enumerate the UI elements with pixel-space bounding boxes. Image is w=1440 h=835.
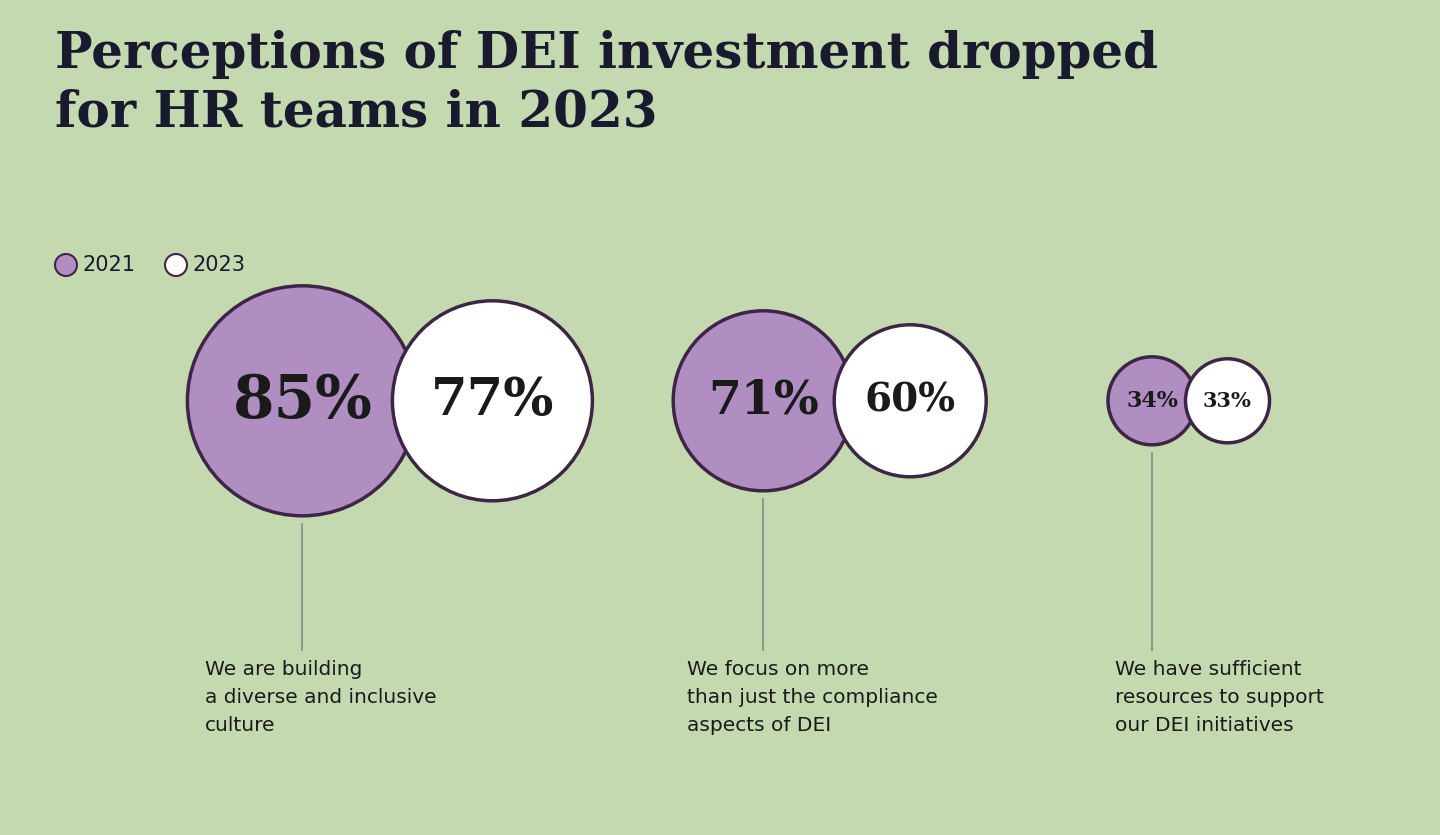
Circle shape — [1185, 359, 1270, 443]
Text: We focus on more
than just the compliance
aspects of DEI: We focus on more than just the complianc… — [687, 660, 937, 735]
Circle shape — [392, 301, 592, 501]
Circle shape — [166, 254, 187, 276]
Text: We are building
a diverse and inclusive
culture: We are building a diverse and inclusive … — [204, 660, 436, 735]
Text: We have sufficient
resources to support
our DEI initiatives: We have sufficient resources to support … — [1115, 660, 1323, 735]
Circle shape — [1107, 357, 1197, 445]
Circle shape — [55, 254, 76, 276]
Text: 34%: 34% — [1126, 390, 1178, 412]
Text: 2021: 2021 — [84, 255, 135, 275]
Text: 71%: 71% — [708, 377, 818, 424]
Text: Perceptions of DEI investment dropped
for HR teams in 2023: Perceptions of DEI investment dropped fo… — [55, 30, 1158, 138]
Text: 33%: 33% — [1202, 391, 1251, 411]
Circle shape — [187, 286, 418, 516]
Circle shape — [674, 311, 852, 491]
Circle shape — [834, 325, 986, 477]
Text: 60%: 60% — [864, 382, 956, 420]
Text: 77%: 77% — [431, 375, 554, 427]
Text: 2023: 2023 — [193, 255, 246, 275]
Text: 85%: 85% — [232, 372, 373, 430]
